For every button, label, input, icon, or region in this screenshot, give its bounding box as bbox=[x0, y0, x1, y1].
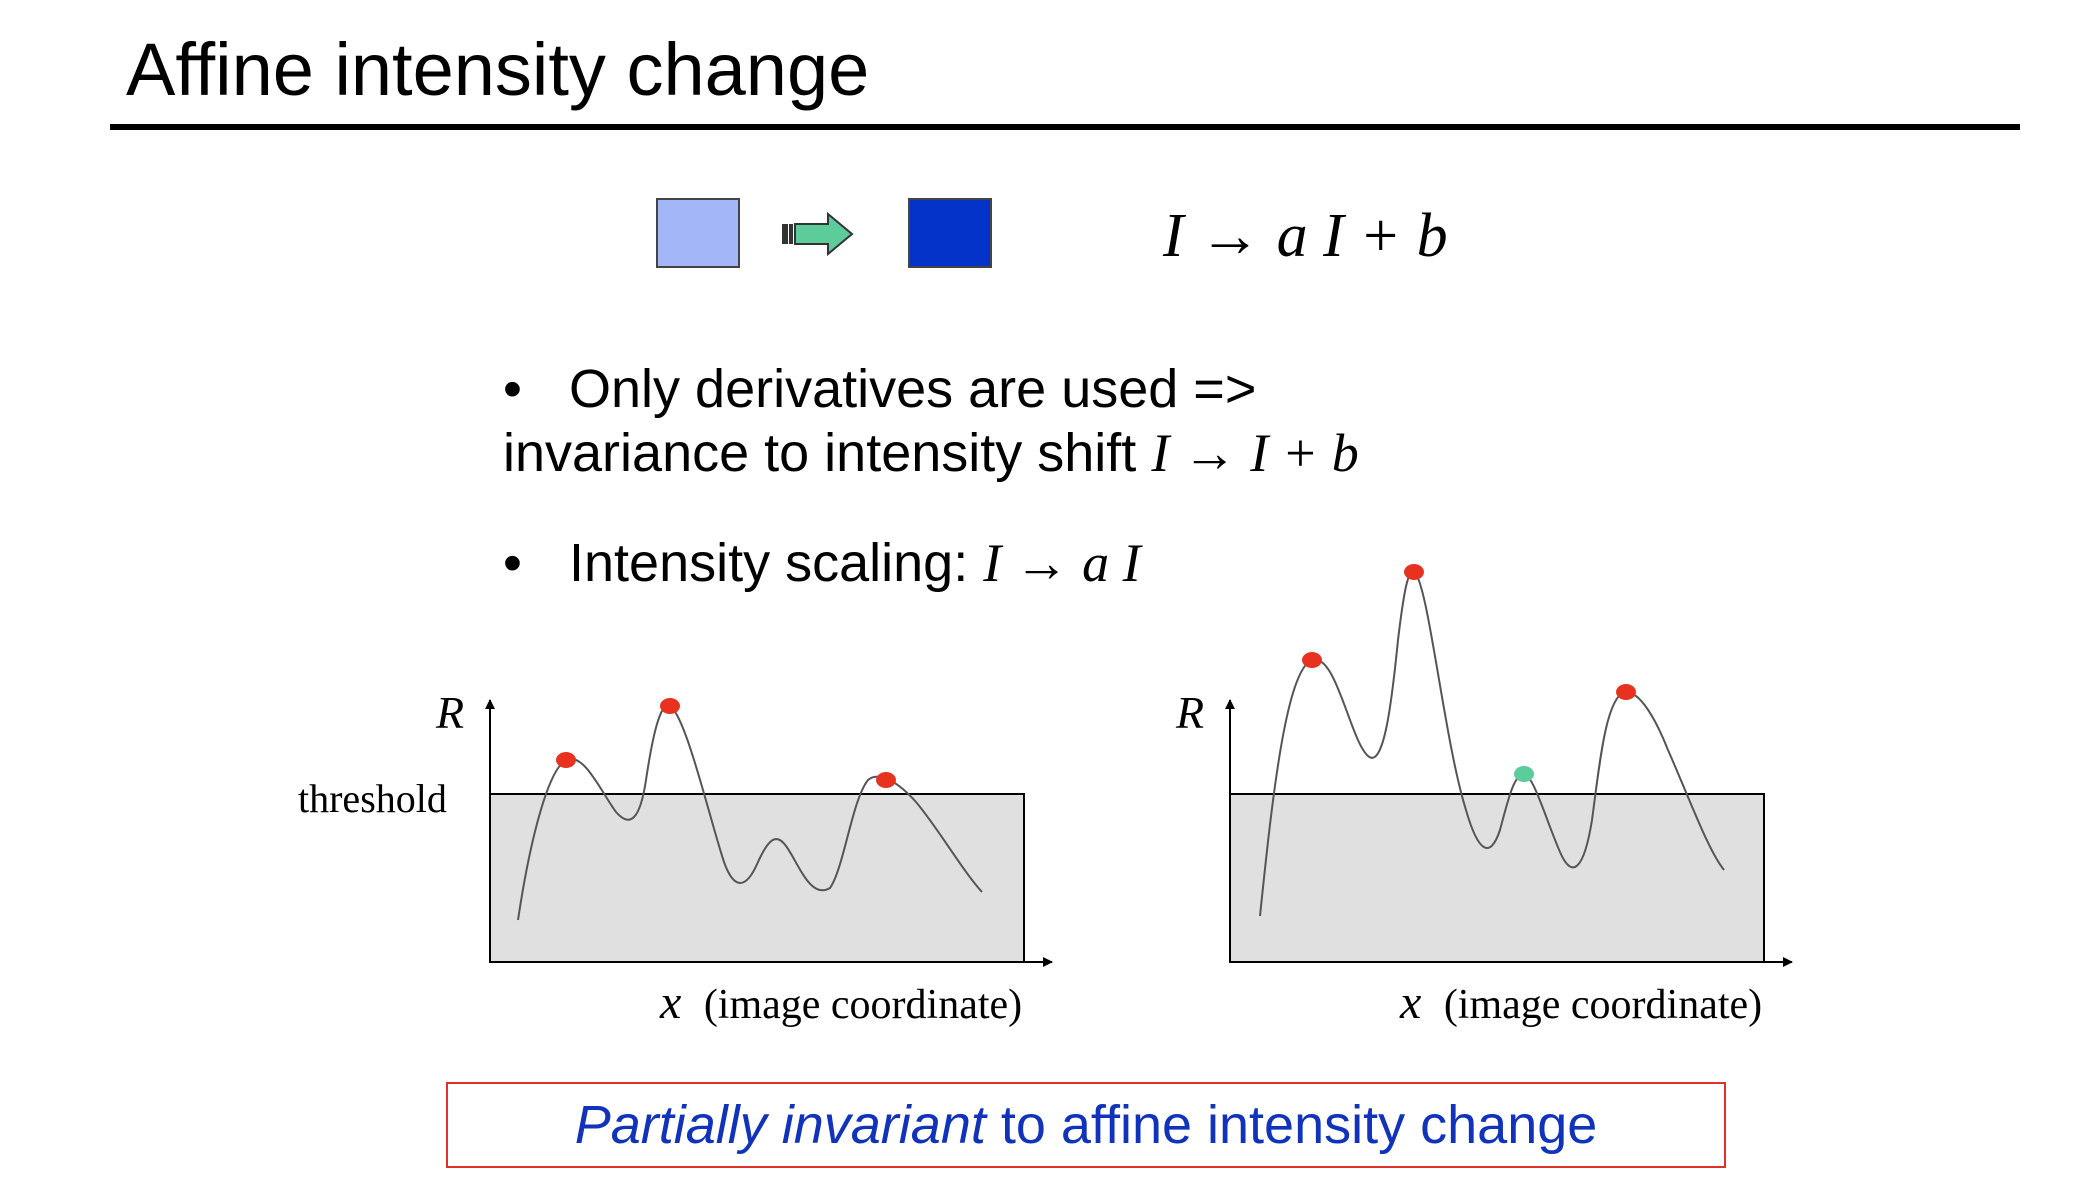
bullet-1-line-2: invariance to intensity shift I → I + b bbox=[503, 420, 1359, 486]
right-arrow-icon bbox=[782, 211, 854, 257]
affine-formula: I → a I + b bbox=[1163, 202, 1448, 270]
slide-title: Affine intensity change bbox=[126, 28, 870, 111]
dark-intensity-swatch bbox=[908, 198, 992, 268]
bullet-2-math: I → a I bbox=[983, 533, 1141, 593]
peak-marker bbox=[876, 772, 896, 788]
bullet-2-text: Intensity scaling: bbox=[569, 533, 984, 593]
response-curve bbox=[517, 704, 983, 921]
peak-marker bbox=[660, 698, 680, 714]
title-divider bbox=[110, 124, 2020, 130]
light-intensity-swatch bbox=[656, 198, 740, 268]
peak-marker bbox=[1404, 564, 1424, 580]
plot-scaled: R x (image coordinate) bbox=[1175, 564, 1793, 1029]
x-axis-label: x (image coordinate) bbox=[659, 976, 1022, 1029]
x-axis-variable: x bbox=[659, 976, 681, 1029]
peak-marker bbox=[1302, 652, 1322, 668]
bullet-1-line-1: Only derivatives are used => bbox=[569, 359, 1257, 419]
x-axis-text: (image coordinate) bbox=[704, 982, 1022, 1028]
bullet-2: Intensity scaling: I → a I bbox=[569, 530, 1141, 596]
below-threshold-region bbox=[489, 793, 1025, 963]
y-axis-label: R bbox=[435, 687, 464, 738]
peak-marker bbox=[1616, 684, 1636, 700]
bullet-1-math: I → I + b bbox=[1151, 423, 1359, 483]
plot-original: R threshold x (image coordinate) bbox=[298, 687, 1053, 1029]
x-axis-text: (image coordinate) bbox=[1444, 982, 1762, 1028]
x-axis-variable: x bbox=[1399, 976, 1421, 1029]
below-threshold-region bbox=[1229, 793, 1765, 963]
summary-emphasis: Partially invariant bbox=[574, 1095, 986, 1155]
sub-threshold-peak-marker bbox=[1514, 766, 1534, 782]
threshold-label: threshold bbox=[298, 776, 447, 821]
bullet-1-text: invariance to intensity shift bbox=[503, 423, 1152, 483]
arrow-body bbox=[794, 211, 854, 257]
y-axis-label: R bbox=[1175, 687, 1204, 738]
bullet-marker: • bbox=[503, 359, 522, 419]
summary-rest: to affine intensity change bbox=[985, 1095, 1598, 1155]
x-axis-label: x (image coordinate) bbox=[1399, 976, 1762, 1029]
summary-box: Partially invariant to affine intensity … bbox=[446, 1082, 1726, 1168]
bullet-marker: • bbox=[503, 533, 522, 593]
summary-text: Partially invariant to affine intensity … bbox=[448, 1092, 1724, 1158]
peak-marker bbox=[556, 752, 576, 768]
